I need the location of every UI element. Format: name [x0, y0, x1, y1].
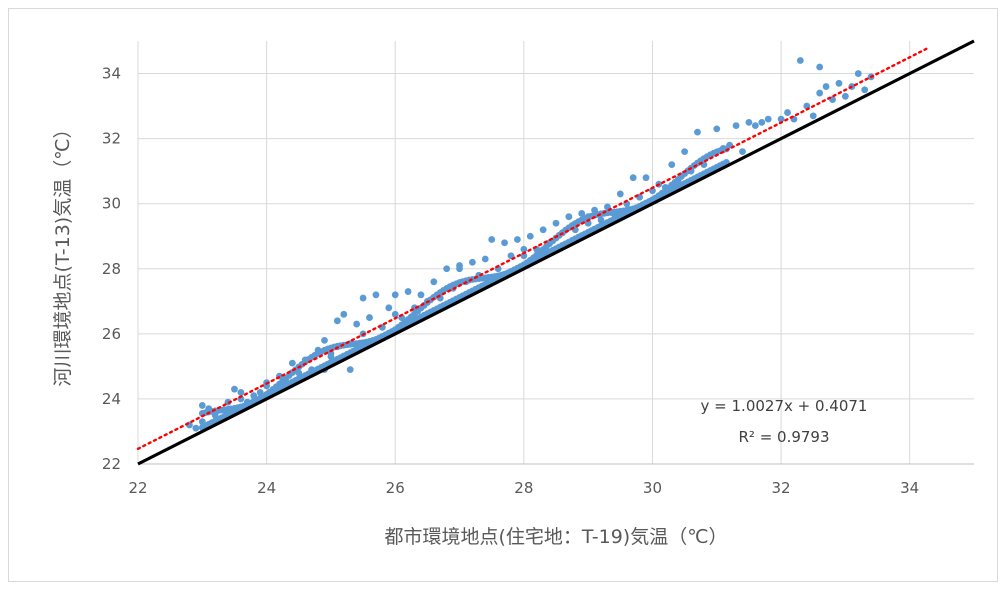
y-tick-label: 22: [102, 455, 121, 473]
data-point: [417, 291, 425, 299]
data-point: [514, 236, 521, 243]
data-point: [192, 424, 200, 432]
x-tick-label: 34: [900, 479, 919, 497]
trendline-equation: y = 1.0027x + 0.4071: [701, 397, 868, 415]
data-point: [353, 320, 361, 328]
data-point: [198, 402, 206, 409]
data-point: [372, 291, 380, 299]
data-point: [488, 236, 496, 243]
data-point: [520, 245, 528, 253]
data-point: [430, 278, 438, 286]
x-tick-label: 22: [128, 479, 147, 497]
data-point: [777, 115, 785, 123]
scatter-chart: 22 24 26 28 30 32 34 22 24 26 28 30 32 34 y = 1.0027…: [52, 39, 975, 548]
data-point: [359, 294, 367, 302]
data-point: [854, 70, 862, 77]
data-point: [237, 389, 245, 396]
data-point: [816, 89, 824, 97]
data-point: [526, 232, 534, 240]
data-point: [732, 122, 740, 129]
data-point: [739, 148, 746, 156]
data-point: [346, 366, 354, 374]
data-point: [501, 239, 508, 247]
data-point: [385, 304, 393, 312]
data-point: [481, 255, 489, 263]
data-point: [751, 122, 759, 129]
data-point: [520, 252, 528, 260]
data-point: [469, 258, 476, 266]
data-point: [391, 310, 399, 318]
x-tick-label: 26: [386, 479, 405, 497]
data-point: [796, 57, 804, 64]
one-to-one-reference-line: [137, 39, 975, 466]
data-point: [616, 190, 624, 198]
data-point: [340, 310, 348, 318]
data-point: [565, 213, 573, 221]
trendline: [136, 46, 931, 451]
data-point: [861, 86, 869, 94]
data-point: [809, 112, 817, 120]
data-point: [539, 226, 547, 234]
data-point: [764, 115, 772, 123]
data-point: [404, 288, 412, 295]
x-axis-ticks: 22 24 26 28 30 32 34: [128, 479, 919, 497]
data-point: [822, 83, 830, 90]
data-point: [231, 385, 238, 393]
data-point: [456, 265, 463, 273]
y-axis-ticks: 22 24 26 28 30 32 34: [102, 65, 121, 473]
data-point: [668, 161, 676, 169]
data-point: [366, 314, 373, 321]
data-point: [784, 109, 791, 116]
y-tick-label: 28: [102, 260, 121, 278]
y-tick-label: 24: [102, 390, 121, 408]
data-point: [321, 336, 328, 344]
data-point: [629, 174, 637, 182]
y-tick-label: 34: [102, 65, 121, 83]
x-axis-title: 都市環境地点(住宅地：T-19)気温（℃）: [384, 526, 727, 548]
x-tick-label: 32: [772, 479, 791, 497]
y-tick-label: 26: [102, 325, 121, 343]
data-point: [681, 148, 689, 156]
data-point: [758, 118, 766, 126]
data-point: [288, 359, 296, 367]
y-tick-label: 30: [102, 195, 121, 213]
y-axis-title: 河川環境地点(T-13)気温（℃）: [52, 119, 74, 386]
data-point: [841, 92, 849, 100]
grid-lines: [137, 41, 974, 465]
data-point: [391, 291, 399, 299]
data-point: [552, 219, 560, 227]
chart-frame: 22 24 26 28 30 32 34 22 24 26 28 30 32 34 y = 1.0027…: [8, 8, 998, 582]
x-tick-label: 28: [514, 479, 533, 497]
trendline-r-squared: R² = 0.9793: [738, 428, 829, 446]
data-point: [333, 317, 341, 325]
data-point: [745, 118, 753, 126]
y-tick-label: 32: [102, 130, 121, 148]
data-point: [642, 174, 650, 182]
x-tick-label: 30: [643, 479, 662, 497]
data-point: [694, 128, 701, 136]
data-point: [578, 210, 586, 217]
data-point: [835, 79, 843, 87]
data-points: [186, 57, 875, 432]
data-point: [713, 125, 721, 133]
data-point: [443, 265, 451, 273]
data-point: [816, 63, 824, 71]
x-tick-label: 24: [257, 479, 276, 497]
